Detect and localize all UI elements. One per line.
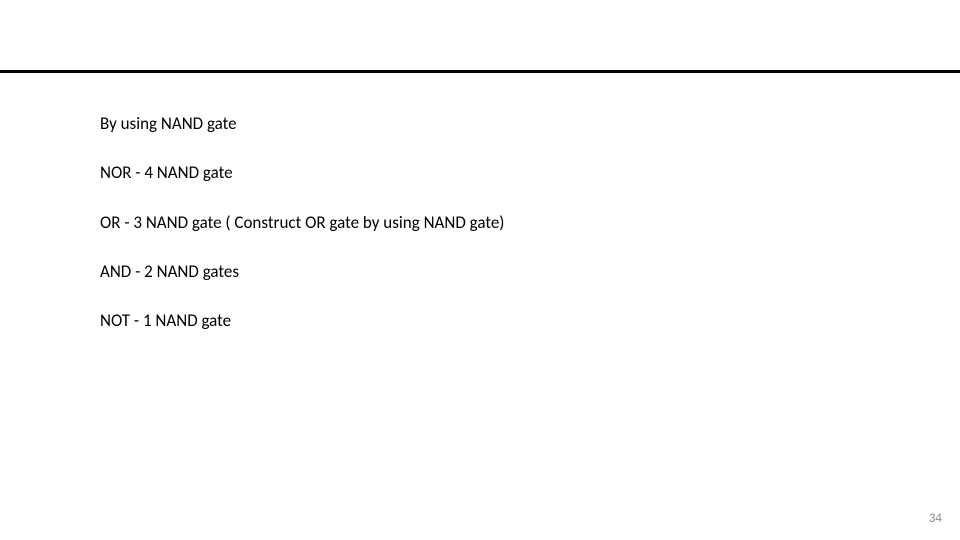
slide-body: By using NAND gate NOR - 4 NAND gate OR … xyxy=(100,96,570,359)
body-line: NOT - 1 NAND gate xyxy=(100,310,570,331)
body-line: By using NAND gate xyxy=(100,113,570,134)
page-number: 34 xyxy=(929,511,942,526)
body-line: AND - 2 NAND gates xyxy=(100,261,570,282)
body-line: OR - 3 NAND gate ( Construct OR gate by … xyxy=(100,212,570,233)
body-line: NOR - 4 NAND gate xyxy=(100,162,570,183)
title-divider xyxy=(0,70,960,73)
